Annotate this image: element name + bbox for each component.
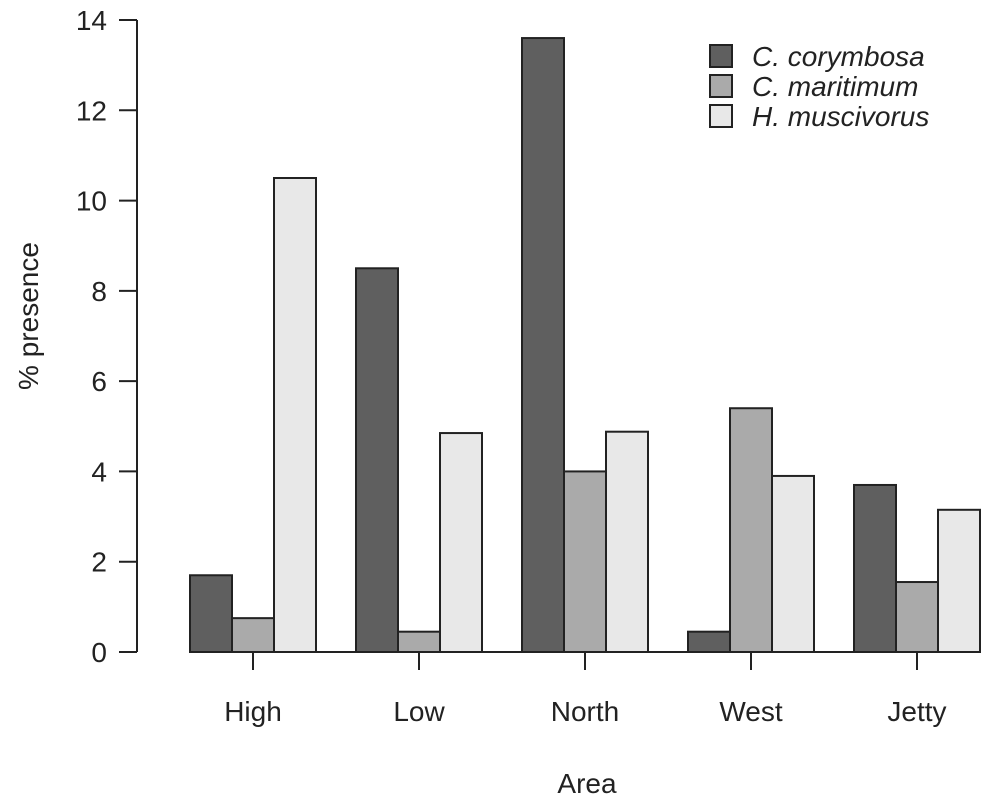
y-axis-title: % presence [13, 242, 44, 390]
y-tick-label: 8 [91, 276, 107, 307]
y-tick-label: 2 [91, 547, 107, 578]
x-tick-label: Low [393, 696, 445, 727]
bar [231, 617, 275, 654]
legend-swatch [709, 74, 733, 98]
y-tick-label: 12 [76, 95, 107, 126]
bar [273, 177, 317, 653]
bar [687, 630, 731, 654]
legend-swatch [709, 44, 733, 68]
legend-label: C. corymbosa [752, 41, 925, 72]
legend-swatch [709, 104, 733, 128]
y-tick-label: 10 [76, 186, 107, 217]
x-tick-label: Jetty [887, 696, 946, 727]
x-tick-label: High [224, 696, 282, 727]
y-tick-label: 14 [76, 5, 107, 36]
y-tick-label: 4 [91, 456, 107, 487]
x-tick-label: West [719, 696, 782, 727]
x-tick-label: North [551, 696, 619, 727]
bar [729, 407, 773, 653]
bars [189, 37, 981, 654]
x-axis: High Low North West Jetty [224, 651, 947, 727]
bar [397, 630, 441, 654]
legend-label: H. muscivorus [752, 101, 929, 132]
y-tick-label: 0 [91, 637, 107, 668]
x-axis-title: Area [557, 768, 617, 799]
bar [771, 474, 815, 654]
bar [937, 508, 981, 653]
bar [895, 581, 939, 653]
y-tick-label: 6 [91, 366, 107, 397]
bar [853, 483, 897, 653]
legend-label: C. maritimum [752, 71, 918, 102]
bar [355, 267, 399, 653]
bar [563, 470, 607, 653]
bar [189, 574, 233, 653]
bar [605, 430, 649, 653]
bar [439, 432, 483, 653]
y-axis: 0 2 4 6 8 10 12 14 [76, 5, 138, 668]
bar [521, 37, 565, 654]
